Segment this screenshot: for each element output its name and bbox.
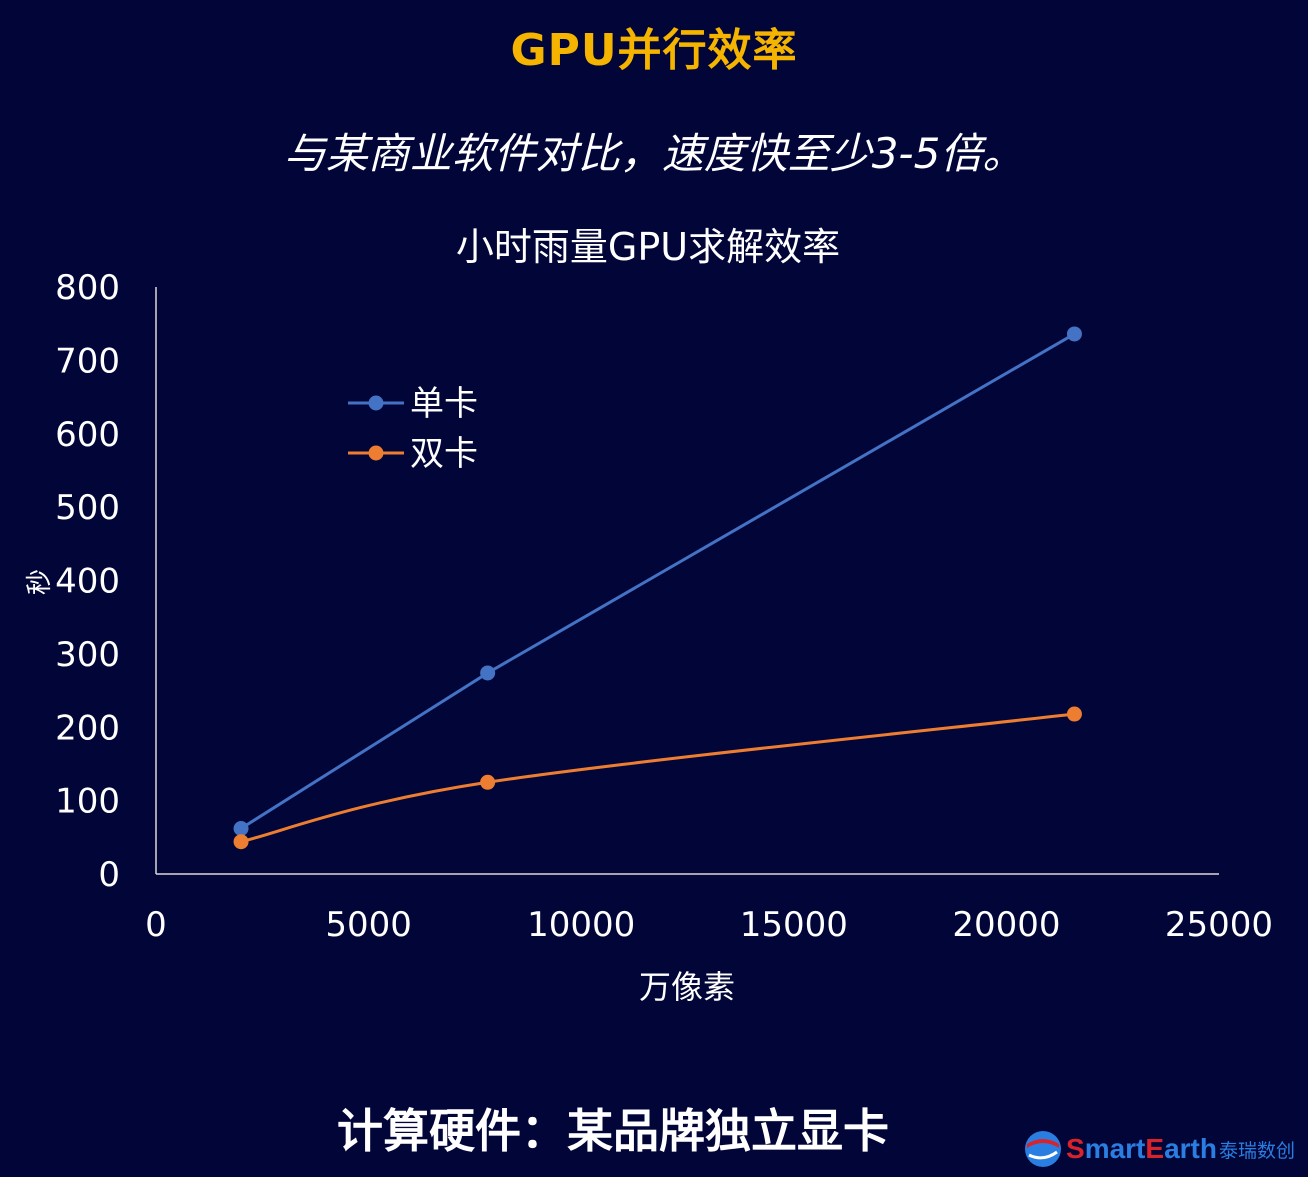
x-tick-label: 0: [145, 905, 167, 945]
page-subheading: 与某商业软件对比，速度快至少3-5倍。: [283, 129, 1025, 178]
logo-wordmark: SmartEarth: [1066, 1133, 1217, 1164]
hardware-footer: 计算硬件：某品牌独立显卡: [337, 1104, 889, 1158]
series-line: [240, 332, 1076, 830]
y-tick-label: 200: [55, 708, 120, 748]
legend-label: 双卡: [410, 434, 478, 474]
y-tick-label: 100: [55, 782, 120, 822]
x-tick-label: 20000: [952, 905, 1060, 945]
data-point: [1066, 326, 1082, 342]
y-tick-label: 700: [55, 341, 120, 381]
chart-title: 小时雨量GPU求解效率: [456, 225, 840, 269]
data-point: [1066, 706, 1082, 722]
y-tick-label: 300: [55, 635, 120, 675]
x-tick-label: 5000: [325, 905, 412, 945]
x-tick-label: 10000: [527, 905, 635, 945]
y-tick-label: 0: [98, 855, 120, 895]
y-tick-label: 600: [55, 415, 120, 455]
series-group: [233, 326, 1082, 850]
y-tick-labels: 0 100 200 300 400 500 600 700 800: [55, 268, 120, 895]
legend-label: 单卡: [410, 384, 478, 424]
x-tick-label: 25000: [1165, 905, 1273, 945]
data-point: [233, 834, 249, 850]
page-heading: GPU并行效率: [510, 25, 798, 76]
globe-logo-icon: [1025, 1131, 1061, 1167]
x-tick-labels: 0 5000 10000 15000 20000 25000: [145, 905, 1273, 945]
chart-axes: [155, 287, 1219, 875]
x-axis-label: 万像素: [639, 968, 735, 1006]
line-chart: 小时雨量GPU求解效率 0 100 200 300 400 500 600 700 800 0 5…: [25, 225, 1273, 1006]
legend-marker: [368, 445, 384, 461]
y-tick-label: 400: [55, 562, 120, 602]
series-line: [240, 712, 1075, 844]
data-point: [233, 821, 249, 837]
smartearth-logo: SmartEarth 泰瑞数创: [1022, 1125, 1308, 1173]
y-tick-label: 800: [55, 268, 120, 308]
legend-marker: [368, 395, 384, 411]
data-point: [480, 665, 496, 681]
logo-chinese-name: 泰瑞数创: [1218, 1139, 1295, 1162]
x-tick-label: 15000: [740, 905, 848, 945]
data-point: [480, 774, 496, 790]
y-axis-label: 秒: [25, 569, 55, 595]
y-tick-label: 500: [55, 488, 120, 528]
